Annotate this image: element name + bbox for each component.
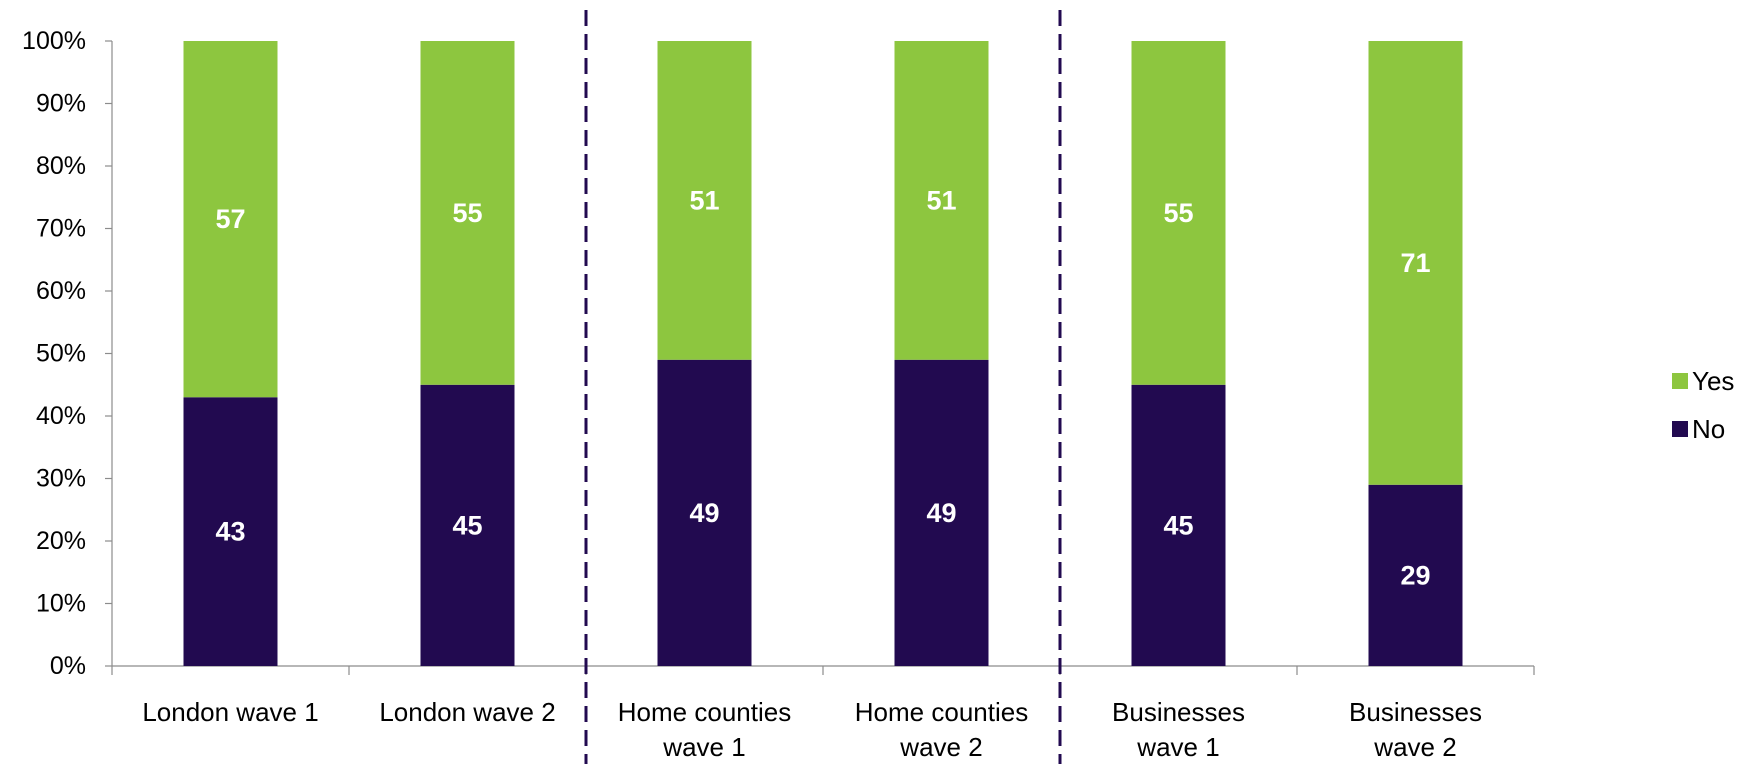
data-label-no: 45 <box>452 510 482 540</box>
x-category-label: Home counties <box>855 697 1028 727</box>
bar-segment-no <box>1131 384 1226 666</box>
x-category-label: wave 1 <box>662 732 745 762</box>
x-category-label: wave 1 <box>1136 732 1219 762</box>
bar-segment-no <box>1368 484 1463 666</box>
y-tick-label: 60% <box>36 277 86 305</box>
bar-segment-no <box>420 384 515 666</box>
bar-segment-no <box>657 359 752 666</box>
y-tick-label: 20% <box>36 527 86 555</box>
x-category-label: Home counties <box>618 697 791 727</box>
data-label-no: 49 <box>926 498 956 528</box>
legend-swatch-yes <box>1672 373 1688 389</box>
data-label-no: 45 <box>1163 510 1193 540</box>
data-label-yes: 71 <box>1400 248 1430 278</box>
data-label-yes: 51 <box>926 185 956 215</box>
bar-segment-yes <box>894 41 989 360</box>
bar-segment-yes <box>1131 41 1226 385</box>
data-label-no: 43 <box>215 517 245 547</box>
x-category-label: Businesses <box>1349 697 1482 727</box>
bar-segment-no <box>183 397 278 666</box>
data-labels: 43 57 45 55 49 51 49 51 45 55 29 71 <box>215 185 1430 590</box>
data-label-yes: 55 <box>1163 198 1193 228</box>
x-category-label: London wave 1 <box>142 697 318 727</box>
bar-segment-yes <box>1368 41 1463 485</box>
bar-segment-yes <box>183 41 278 398</box>
bars <box>183 41 1463 666</box>
y-tick-label: 30% <box>36 465 86 493</box>
legend-label-no: No <box>1692 414 1725 444</box>
x-category-label: wave 2 <box>899 732 982 762</box>
x-category-label: wave 2 <box>1373 732 1456 762</box>
bar-segment-yes <box>657 41 752 360</box>
y-tick-label: 0% <box>50 652 86 680</box>
bar-segment-yes <box>420 41 515 385</box>
legend-label-yes: Yes <box>1692 366 1734 396</box>
legend: Yes No <box>1672 366 1734 444</box>
data-label-yes: 55 <box>452 198 482 228</box>
data-label-yes: 51 <box>689 185 719 215</box>
x-category-label: London wave 2 <box>379 697 555 727</box>
y-tick-label: 80% <box>36 152 86 180</box>
data-label-no: 29 <box>1400 560 1430 590</box>
y-tick-label: 40% <box>36 402 86 430</box>
group-separators <box>584 10 1062 764</box>
y-tick-label: 100% <box>22 27 86 55</box>
y-tick-label: 90% <box>36 90 86 118</box>
data-label-yes: 57 <box>215 204 245 234</box>
legend-swatch-no <box>1672 421 1688 437</box>
axes: 0% 10% 20% 30% 40% 50% 60% 70% 80% 90% 100% London … <box>22 27 1535 762</box>
y-tick-label: 70% <box>36 215 86 243</box>
y-tick-label: 50% <box>36 340 86 368</box>
data-label-no: 49 <box>689 498 719 528</box>
x-category-label: Businesses <box>1112 697 1245 727</box>
y-tick-label: 10% <box>36 590 86 618</box>
bar-segment-no <box>894 359 989 666</box>
